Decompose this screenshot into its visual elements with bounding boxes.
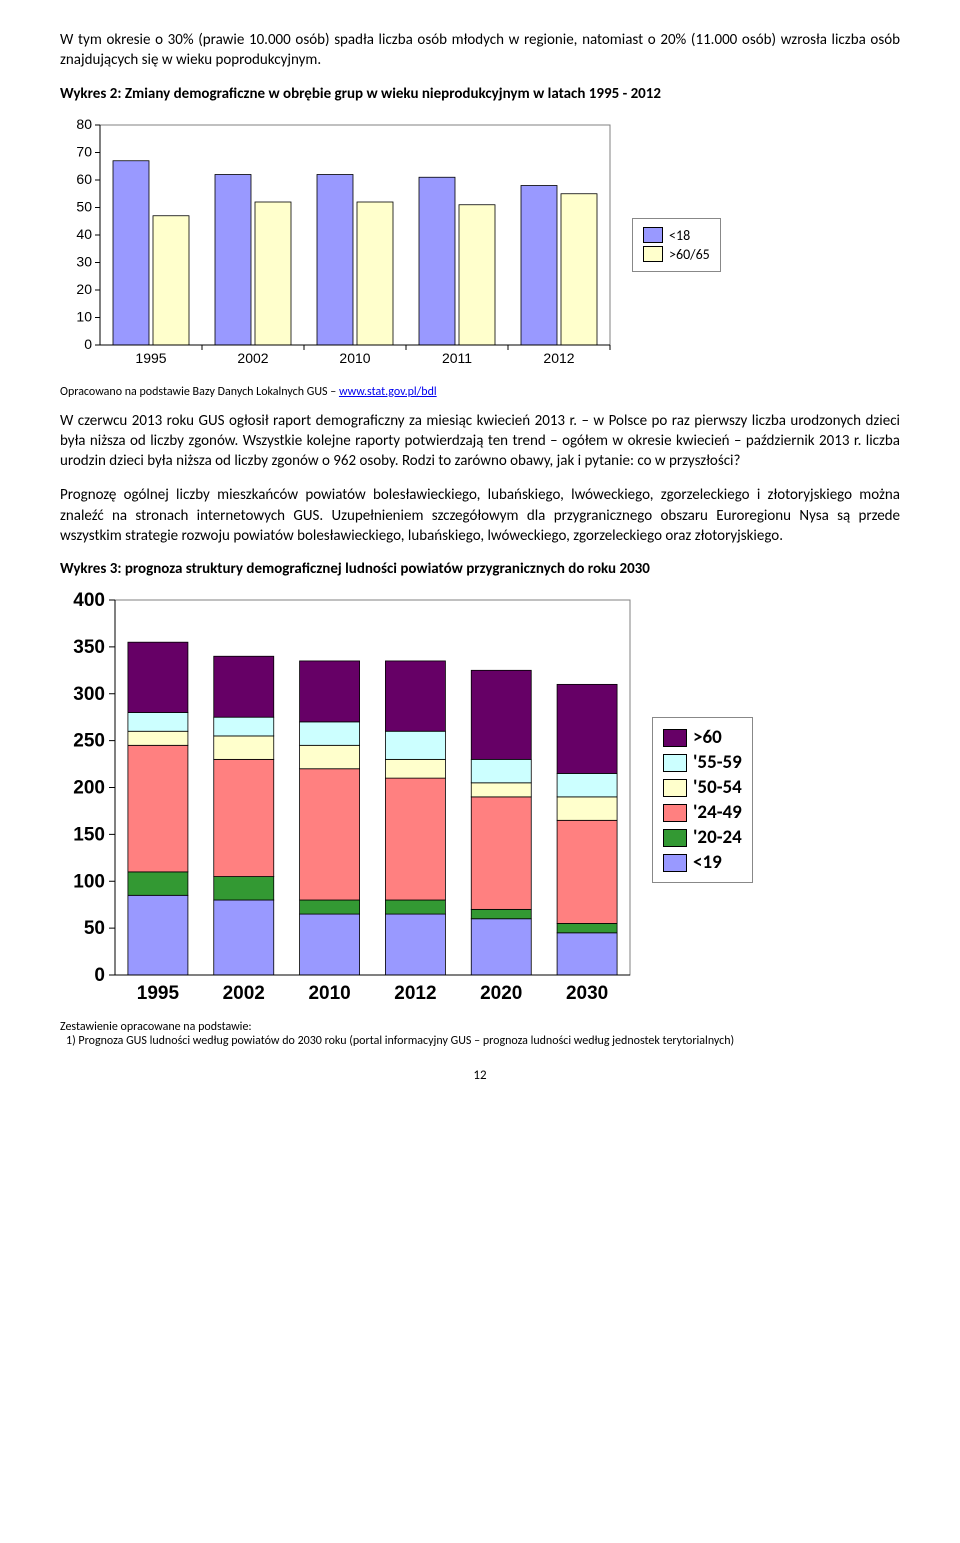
page: W tym okresie o 30% (prawie 10.000 osób)… (0, 0, 960, 1103)
mid-paragraph-2: Prognozę ogólnej liczby mieszkańców powi… (60, 485, 900, 546)
source-link[interactable]: www.stat.gov.pl/bdl (339, 385, 437, 399)
legend-item: '20-24 (663, 826, 742, 849)
svg-text:2002: 2002 (223, 983, 265, 1004)
chart1-source: Opracowano na podstawie Bazy Danych Loka… (60, 385, 900, 399)
svg-text:70: 70 (76, 143, 92, 159)
svg-text:1995: 1995 (137, 983, 180, 1004)
chart1-title: Wykres 2: Zmiany demograficzne w obrębie… (60, 85, 900, 103)
legend-item: '55-59 (663, 751, 742, 774)
intro-paragraph: W tym okresie o 30% (prawie 10.000 osób)… (60, 30, 900, 71)
svg-text:400: 400 (73, 590, 105, 611)
svg-text:350: 350 (73, 637, 105, 658)
footer-item: 1) Prognoza GUS ludności według powiatów… (88, 1034, 900, 1048)
svg-text:2012: 2012 (394, 983, 436, 1004)
chart2-legend: >60'55-59'50-54'24-49'20-24<19 (652, 717, 753, 883)
svg-text:50: 50 (84, 918, 105, 939)
legend-item: <18 (643, 227, 710, 244)
legend-item: >60/65 (643, 246, 710, 263)
chart1-legend: <18 >60/65 (632, 218, 721, 272)
chart1: 0 10 20 30 40 50 60 70 80 1995 2002 2010 2011 2012 (60, 115, 620, 375)
footer-heading: Zestawienie opracowane na podstawie: (60, 1020, 900, 1034)
svg-text:10: 10 (76, 308, 92, 324)
legend-item: >60 (663, 726, 742, 749)
chart2: 0 50 100 150 200 250 300 350 400 1995 2002 2010 2012… (60, 590, 640, 1010)
svg-text:30: 30 (76, 253, 92, 269)
svg-text:2010: 2010 (339, 350, 370, 366)
svg-text:2011: 2011 (442, 350, 472, 366)
svg-text:50: 50 (76, 198, 92, 214)
legend-item: '24-49 (663, 801, 742, 824)
legend-item: '50-54 (663, 776, 742, 799)
mid-paragraph-1: W czerwcu 2013 roku GUS ogłosił raport d… (60, 411, 900, 472)
svg-text:2010: 2010 (308, 983, 350, 1004)
svg-text:250: 250 (73, 731, 105, 752)
svg-text:100: 100 (73, 871, 105, 892)
legend-item: <19 (663, 851, 742, 874)
svg-text:150: 150 (73, 824, 105, 845)
chart1-wrap: 0 10 20 30 40 50 60 70 80 1995 2002 2010 2011 2012 <1… (60, 115, 900, 375)
svg-text:0: 0 (94, 965, 105, 986)
chart2-title: Wykres 3: prognoza struktury demograficz… (60, 560, 900, 578)
svg-text:2002: 2002 (237, 350, 268, 366)
svg-text:0: 0 (84, 336, 92, 352)
svg-text:80: 80 (76, 116, 92, 132)
page-number: 12 (60, 1068, 900, 1083)
footer-source: Zestawienie opracowane na podstawie: 1) … (60, 1020, 900, 1048)
svg-text:2012: 2012 (543, 350, 574, 366)
svg-text:40: 40 (76, 226, 92, 242)
chart2-wrap: 0 50 100 150 200 250 300 350 400 1995 2002 2010 2012… (60, 590, 900, 1010)
svg-text:20: 20 (76, 281, 92, 297)
svg-text:2030: 2030 (566, 983, 608, 1004)
svg-text:2020: 2020 (480, 983, 522, 1004)
svg-text:1995: 1995 (135, 350, 166, 366)
svg-text:300: 300 (73, 684, 105, 705)
source-text: Opracowano na podstawie Bazy Danych Loka… (60, 385, 339, 399)
svg-text:200: 200 (73, 778, 105, 799)
svg-text:60: 60 (76, 171, 92, 187)
